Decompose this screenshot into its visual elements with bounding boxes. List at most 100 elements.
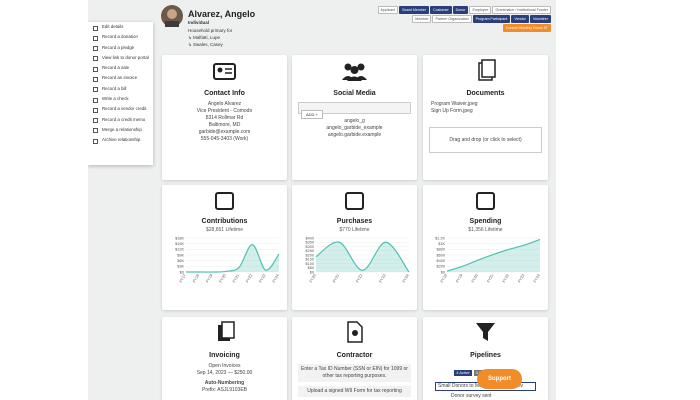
contact-icon	[213, 63, 236, 80]
y-tick-label: $200	[306, 253, 314, 257]
x-tick-label: FY22	[355, 274, 363, 284]
documents-icon	[478, 59, 496, 81]
card-title: Contributions	[202, 218, 248, 225]
y-tick-label: $0	[441, 270, 445, 274]
area	[186, 244, 279, 273]
drop-zone[interactable]: Drag and drop (or click to select)	[429, 127, 542, 153]
menu-item[interactable]: View link to donor portal	[88, 53, 153, 63]
card-subtitle: $770 Lifetime	[339, 227, 369, 233]
y-tick-label: $250	[306, 249, 314, 253]
x-tick-label: FY21	[232, 274, 240, 284]
y-tick-label: $9K	[177, 253, 184, 257]
tag[interactable]: Employee	[469, 6, 492, 14]
social-account[interactable]: angelo_garbide_example	[326, 125, 383, 131]
menu-item[interactable]: Record a vendor credit	[88, 104, 153, 114]
line	[315, 241, 410, 273]
social-account[interactable]: angelo_g	[344, 118, 365, 124]
x-tick-label: FY21	[332, 274, 340, 284]
card-icon	[476, 192, 495, 210]
social-card: Social Media ADD + angelo_g angelo_garbid…	[292, 55, 417, 180]
chart: Spending $1,356 Lifetime $1.2K $1K $800$600 $…	[435, 192, 541, 284]
menu-item[interactable]: Record a bill	[88, 84, 153, 94]
y-tick-label: $400	[306, 236, 314, 240]
x-tick-label: FY23	[379, 274, 387, 284]
tag[interactable]: Applicant	[377, 6, 399, 14]
household-member[interactable]: ↳ Malfatti, Lupe	[188, 35, 221, 40]
x-tick-label: FY24	[533, 274, 541, 284]
open-invoice[interactable]: Sep 14, 2023 — $250.00	[196, 370, 253, 376]
chart-card: Contributions $28,651 Lifetime $18K $15K $12…	[162, 185, 287, 310]
contact-line: 8314 Rollmar Rd	[205, 115, 244, 121]
pipelines-icon	[476, 323, 495, 341]
menu-item[interactable]: Archive relationship	[88, 135, 153, 145]
chart: Contributions $28,651 Lifetime $18K $15K $12…	[175, 192, 280, 284]
tag[interactable]: Board Member	[399, 6, 430, 14]
y-tick-label: $150	[306, 258, 314, 262]
y-tick-label: $0	[180, 270, 184, 274]
tag[interactable]: Program Participant	[472, 15, 511, 23]
x-tick-label: FY22	[245, 274, 253, 284]
x-tick-label: FY22	[502, 274, 510, 284]
tag[interactable]: Donor	[452, 6, 469, 14]
y-tick-label: $6K	[177, 259, 184, 263]
x-tick-label: FY19	[205, 274, 213, 284]
y-tick-label: $1.2K	[435, 236, 445, 240]
menu-item[interactable]: Merge a relationship	[88, 125, 153, 135]
campaign-tag[interactable]: Convert Monthly Donor 5T	[502, 24, 551, 32]
y-tick-label: $200	[437, 265, 445, 269]
action-menu: Edit details Record a donation Record a pl…	[88, 22, 153, 165]
app: Alvarez, Angelo Individual Household pri…	[88, 0, 556, 400]
y-tick-label: $3K	[177, 265, 184, 269]
card-title: Contact Info	[204, 90, 245, 97]
tag[interactable]: Member	[412, 15, 432, 23]
card-icon	[215, 192, 234, 210]
x-tick-label: FY23	[259, 274, 267, 284]
y-tick-label: $100	[306, 262, 314, 266]
tag[interactable]: Partner Organization	[432, 15, 472, 23]
tag[interactable]: Volunteer	[529, 15, 551, 23]
menu-item[interactable]: Record a credit memo	[88, 115, 153, 125]
document-file[interactable]: Sign Up Form.jpeg	[431, 108, 473, 114]
menu-item[interactable]: Write a check	[88, 94, 153, 104]
step-list: Donor survey sentDonor survey	[423, 393, 548, 400]
open-label: Open Invoices	[208, 363, 241, 369]
menu-item[interactable]: Record an invoice	[88, 73, 153, 83]
documents-card: Documents Program Waiver.jpeg Sign Up For…	[423, 55, 548, 180]
card-subtitle: $1,356 Lifetime	[468, 227, 502, 233]
social-icon	[342, 63, 367, 81]
menu-item[interactable]: Record a sale	[88, 63, 153, 73]
contact-line: garbide@example.com	[198, 129, 251, 135]
menu-item[interactable]: Record a pledge	[88, 43, 153, 53]
y-tick-label: $300	[306, 245, 314, 249]
support-button[interactable]: Support	[477, 369, 522, 389]
x-tick-label: FY17	[179, 274, 187, 284]
menu-item[interactable]: Edit details	[88, 22, 153, 32]
contact-type: Individual	[188, 20, 210, 25]
contractor-card: Contractor Enter a Tax ID Number (SSN or…	[292, 317, 417, 400]
invoicing-icon	[218, 321, 235, 341]
tag[interactable]: Grantmaker / Institutional Funder	[492, 6, 551, 14]
contractor-icon	[347, 321, 363, 343]
avatar	[161, 5, 183, 27]
tag[interactable]: Customer	[430, 6, 452, 14]
x-tick-label: FY24	[402, 274, 410, 284]
document-file[interactable]: Program Waiver.jpeg	[431, 101, 478, 107]
auto-label: Auto-Numbering	[204, 380, 245, 386]
social-account[interactable]: angelo.garbide.example	[327, 132, 382, 138]
menu-item[interactable]: Record a donation	[88, 32, 153, 42]
pipeline-step: Donor survey sent	[451, 393, 492, 399]
tag[interactable]: Vendor	[511, 15, 529, 23]
card-title: Purchases	[337, 218, 373, 225]
chart-card: Purchases $770 Lifetime $400 $350 $300 $250 $2…	[292, 185, 417, 310]
social-list: angelo_g angelo_garbide_example angelo.gar…	[292, 118, 417, 139]
x-tick-label: FY24	[272, 274, 280, 284]
card-title: Social Media	[333, 90, 376, 97]
x-tick-label: FY20	[471, 274, 479, 284]
x-tick-label: FY18	[192, 274, 200, 284]
y-tick-label: $1K	[438, 242, 445, 246]
line	[186, 244, 280, 273]
add-button[interactable]: ADD +	[301, 110, 323, 119]
card-subtitle: $28,651 Lifetime	[206, 227, 243, 233]
household-member[interactable]: ↳ Swales, Casey	[188, 42, 223, 47]
